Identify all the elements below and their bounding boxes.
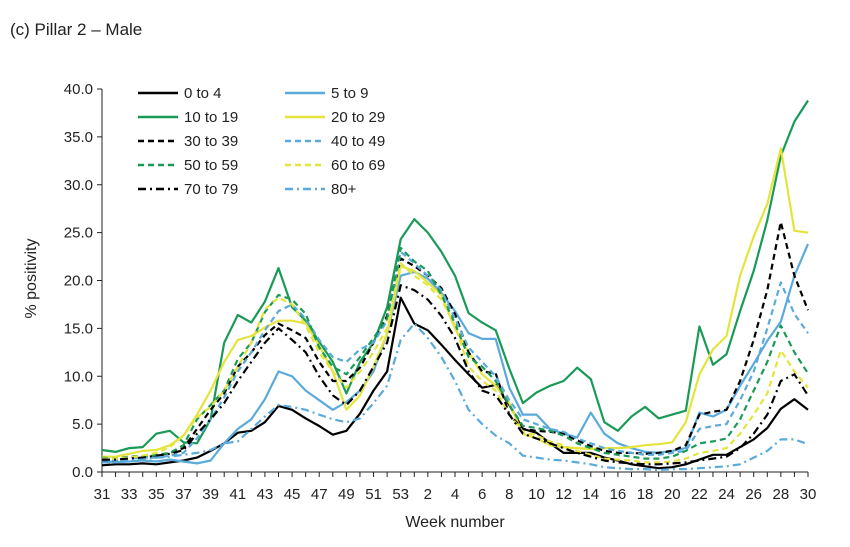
x-tick-label: 49 [338,486,355,503]
y-axis-label: % positivity [23,238,40,318]
x-tick-label: 26 [745,486,762,503]
x-tick-label: 51 [365,486,382,503]
legend-entry: 20 to 29 [331,109,385,126]
x-tick-label: 43 [257,486,274,503]
legend-entry: 30 to 39 [184,133,238,150]
x-tick-label: 6 [478,486,486,503]
x-axis-label: Week number [405,514,505,531]
y-tick-label: 0.0 [72,464,93,481]
series-line-9 [102,284,809,466]
legend-entry: 60 to 69 [331,157,385,174]
legend-entry: 5 to 9 [331,85,369,102]
y-tick-label: 15.0 [64,320,93,337]
series-line-5 [102,221,810,462]
series-line-8 [102,262,809,464]
legend-entry: 10 to 19 [184,109,238,126]
y-tick-label: 25.0 [64,225,93,242]
x-tick-label: 2 [424,486,432,503]
x-tick-label: 33 [121,486,138,503]
y-tick-label: 10.0 [64,368,93,385]
x-tick-label: 16 [610,486,627,503]
y-tick-label: 40.0 [64,81,93,98]
series-line-6 [101,250,809,462]
x-tick-label: 31 [94,486,111,503]
x-tick-label: 22 [691,486,708,503]
x-tick-label: 28 [773,486,790,503]
x-tick-label: 39 [202,486,219,503]
x-tick-label: 35 [148,486,165,503]
x-tick-label: 30 [800,486,817,503]
x-tick-label: 18 [637,486,654,503]
x-tick-label: 12 [555,486,572,503]
legend-entry: 40 to 49 [331,133,385,150]
legend-entry: 70 to 79 [184,181,238,198]
x-tick-label: 47 [311,486,328,503]
y-tick-label: 30.0 [64,177,93,194]
series-line-3 [101,99,809,453]
legend-entry: 80+ [331,181,357,198]
series-line-1 [101,296,809,470]
legend-entry: 0 to 4 [184,85,222,102]
x-tick-label: 45 [284,486,301,503]
panel-title: (c) Pillar 2 – Male [10,20,143,39]
x-tick-label: 4 [451,486,459,503]
x-tick-label: 24 [718,486,735,503]
x-tick-label: 8 [505,486,513,503]
series-line-4 [102,147,809,458]
legend-entry: 50 to 59 [184,157,238,174]
x-tick-label: 14 [582,486,599,503]
series-line-7 [101,246,809,460]
y-tick-label: 20.0 [64,273,93,290]
y-tick-label: 5.0 [72,416,93,433]
x-tick-label: 20 [664,486,681,503]
y-tick-label: 35.0 [64,129,93,146]
x-tick-label: 41 [229,486,246,503]
x-tick-label: 10 [528,486,545,503]
x-tick-label: 37 [175,486,192,503]
x-tick-label: 53 [392,486,409,503]
